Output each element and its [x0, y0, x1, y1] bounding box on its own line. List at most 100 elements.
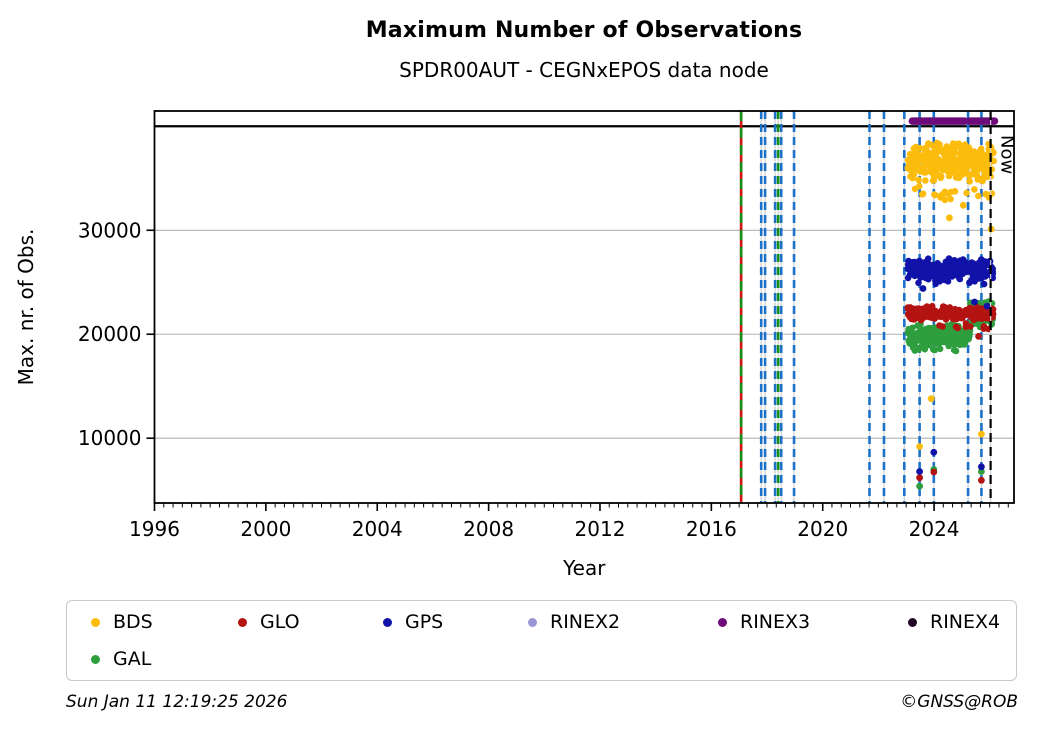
- data-point: [952, 347, 960, 355]
- data-point: [932, 261, 940, 269]
- data-point: [951, 188, 959, 195]
- data-point: [925, 140, 932, 147]
- outlier-point: [978, 468, 985, 475]
- data-point: [958, 168, 966, 176]
- data-point: [936, 345, 944, 353]
- outlier-point: [983, 302, 991, 310]
- data-point: [981, 258, 989, 265]
- plot-frame: [153, 110, 1015, 504]
- series-glo: [904, 302, 997, 484]
- outlier-point: [916, 468, 923, 475]
- data-point: [952, 323, 960, 331]
- legend-label: BDS: [113, 611, 153, 633]
- data-point: [907, 166, 914, 174]
- data-point: [968, 307, 976, 315]
- data-point: [949, 257, 957, 265]
- data-point: [931, 152, 938, 159]
- data-point: [963, 189, 970, 197]
- data-point: [990, 157, 997, 165]
- y-tick-label: 30000: [78, 218, 142, 242]
- data-point: [911, 347, 919, 354]
- data-point: [905, 304, 913, 312]
- legend-item-gps: GPS: [383, 610, 443, 634]
- data-point: [966, 262, 973, 270]
- legend-marker-gal: [91, 654, 100, 664]
- data-point: [945, 153, 952, 160]
- x-tick-label: 2012: [575, 517, 626, 541]
- legend-marker-rinex3: [718, 617, 727, 627]
- data-point: [924, 255, 932, 262]
- legend-item-rinex4: RINEX4: [908, 610, 1000, 634]
- data-point: [948, 145, 956, 152]
- data-point: [911, 185, 919, 193]
- scatter-plot: Now 1996 2000 2004 2008 2012 2016 2020 2024 10000…: [14, 110, 1018, 580]
- data-point: [954, 163, 961, 170]
- data-point: [942, 316, 950, 323]
- credit-label: ©GNSS@ROB: [900, 692, 1018, 712]
- data-point: [920, 162, 928, 170]
- data-point: [904, 311, 912, 318]
- data-point: [934, 271, 942, 279]
- data-point: [974, 150, 982, 158]
- data-point: [953, 312, 961, 319]
- legend-label: GLO: [260, 611, 300, 633]
- data-point: [905, 337, 913, 344]
- legend-label: GAL: [113, 648, 152, 670]
- data-point: [977, 315, 984, 322]
- data-point: [913, 314, 920, 321]
- legend-item-rinex3: RINEX3: [718, 610, 810, 634]
- now-label: Now: [997, 135, 1018, 174]
- y-tick-label: 20000: [78, 322, 142, 346]
- outlier-point: [916, 482, 923, 490]
- data-point: [984, 170, 991, 178]
- data-point: [950, 331, 957, 338]
- y-axis-label: Max. nr. of Obs.: [14, 229, 38, 386]
- data-point: [948, 158, 956, 165]
- data-point: [979, 177, 986, 185]
- series-bds: [904, 139, 997, 450]
- data-point: [915, 309, 923, 317]
- data-point: [961, 340, 968, 347]
- data-point: [982, 152, 990, 159]
- data-point: [980, 271, 987, 278]
- outlier-point: [927, 395, 935, 403]
- data-point: [934, 311, 942, 318]
- data-point: [945, 190, 952, 198]
- data-point: [929, 346, 937, 353]
- data-point: [961, 308, 968, 316]
- data-point: [931, 191, 939, 199]
- data-point: [942, 260, 949, 268]
- data-point: [939, 323, 946, 330]
- data-point: [943, 158, 951, 165]
- data-point: [914, 322, 921, 329]
- outlier-point: [978, 430, 985, 438]
- x-axis-label: Year: [562, 556, 606, 580]
- data-point: [937, 194, 945, 201]
- x-tick-label: 2016: [686, 517, 737, 541]
- data-point: [913, 263, 920, 271]
- x-tick-label: 2000: [240, 517, 291, 541]
- data-point: [947, 263, 955, 270]
- data-point: [905, 330, 913, 337]
- data-point: [953, 170, 960, 177]
- data-point: [942, 163, 950, 170]
- data-point: [943, 275, 951, 283]
- data-point: [968, 148, 976, 155]
- legend-item-rinex2: RINEX2: [528, 610, 620, 634]
- legend-label: RINEX3: [740, 611, 811, 633]
- data-point: [919, 314, 927, 322]
- data-point: [916, 330, 924, 338]
- legend-item-glo: GLO: [238, 610, 300, 634]
- legend-item-bds: BDS: [91, 610, 153, 634]
- data-point: [971, 186, 978, 193]
- data-point: [921, 169, 929, 176]
- outlier-point: [978, 463, 985, 471]
- data-point: [966, 178, 973, 185]
- page-subtitle: SPDR00AUT - CEGNxEPOS data node: [399, 58, 769, 82]
- x-tick-label: 2008: [463, 517, 514, 541]
- legend-marker-bds: [91, 617, 100, 627]
- y-tick-label: 10000: [78, 426, 142, 450]
- data-point: [966, 159, 974, 167]
- data-point: [931, 162, 939, 169]
